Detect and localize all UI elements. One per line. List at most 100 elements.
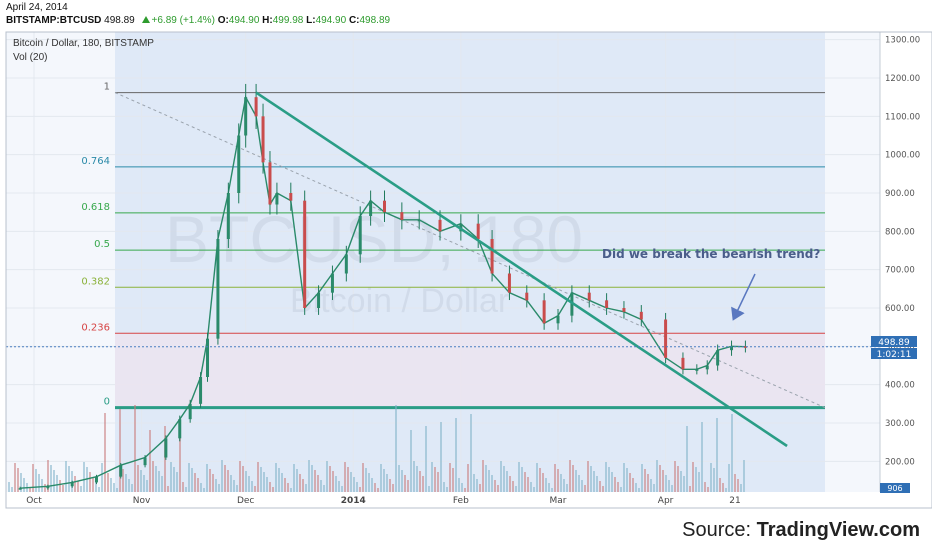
volume-bar (260, 467, 262, 492)
last-price: 498.89 (104, 15, 135, 26)
volume-bar (176, 472, 178, 492)
volume-bar (380, 464, 382, 492)
volume-bar (434, 467, 436, 492)
volume-bar (59, 480, 61, 492)
volume-bar (497, 485, 499, 492)
candle (94, 474, 98, 485)
open-value: 494.90 (228, 15, 260, 26)
volume-bar (707, 487, 709, 492)
pane-title: Bitcoin / Dollar, 180, BITSTAMP (13, 38, 154, 49)
candle (143, 455, 147, 468)
last-price-tag: 498.89 1:02:11 906 (871, 336, 917, 493)
time-tick-label: Nov (133, 496, 151, 506)
volume-bar (317, 475, 319, 492)
volume-bar (74, 476, 76, 492)
fib-levels: 0 0.236 0.382 0.5 0.618 0.764 1 (81, 82, 825, 410)
volume-bar (137, 465, 139, 492)
volume-bar (113, 483, 115, 492)
candle (237, 123, 241, 204)
candle (525, 285, 529, 308)
volume-bar (437, 472, 439, 492)
open-label: O: (217, 15, 229, 26)
price-tick-label: 1200.00 (885, 74, 920, 84)
volume-bar (368, 473, 370, 492)
volume-bar (704, 482, 706, 492)
source-brand: TradingView.com (756, 519, 920, 541)
volume-bar (413, 461, 415, 492)
volume-bar (395, 405, 397, 492)
volume-bar (530, 482, 532, 492)
volume-bar (575, 470, 577, 492)
volume-bar (392, 484, 394, 492)
volume-bar (347, 467, 349, 492)
volume-bar (641, 464, 643, 492)
annotation-arrow (731, 273, 756, 321)
volume-bar (716, 418, 718, 492)
volume-bar (680, 471, 682, 492)
volume-bar (728, 464, 730, 492)
volume-bar (509, 476, 511, 492)
volume-bar (611, 472, 613, 492)
volume-bar (710, 463, 712, 492)
fib-level-label: 0.236 (81, 322, 110, 333)
volume-bar (311, 465, 313, 492)
volume-bar (119, 409, 121, 492)
volume-bar (677, 466, 679, 492)
volume-bar (743, 460, 745, 492)
price-axis (880, 32, 932, 492)
volume-bar (647, 474, 649, 492)
price-tick-label: 900.00 (885, 189, 915, 199)
volume-bar (188, 463, 190, 492)
volume-bar (563, 479, 565, 492)
volume-bar (167, 486, 169, 492)
candle (178, 415, 182, 442)
volume-bar (503, 466, 505, 492)
volume-bar (134, 405, 136, 492)
volume-bar (8, 482, 10, 492)
volume-bar (461, 483, 463, 492)
time-axis: Oct Nov Dec 2014 Feb Mar Apr 21 (26, 496, 741, 506)
volume-bar (308, 460, 310, 492)
volume-bar (182, 482, 184, 492)
price-tick-label: 1300.00 (885, 36, 920, 46)
volume-bar (149, 430, 151, 492)
price-series (18, 83, 747, 490)
volume-bar (623, 463, 625, 492)
volume-bar (95, 482, 97, 492)
fib-band (115, 333, 825, 408)
price-tick-label: 700.00 (885, 266, 915, 276)
bearish-trendline[interactable] (255, 91, 788, 448)
volume-bar (356, 482, 358, 492)
volume-bar (419, 471, 421, 492)
volume-bar (185, 487, 187, 492)
volume-bar (422, 476, 424, 492)
volume-bar (722, 483, 724, 492)
fib-level-label: 0 (104, 397, 110, 408)
volume-bar (302, 479, 304, 492)
volume-bar (671, 485, 673, 492)
volume-bar (332, 471, 334, 492)
volume-bar (227, 470, 229, 492)
candle (664, 312, 668, 364)
volume-bar (248, 476, 250, 492)
candle (705, 360, 709, 375)
candle (622, 301, 626, 319)
volume-bar (143, 475, 145, 492)
volume-bar (512, 481, 514, 492)
volume-bar (80, 486, 82, 492)
candle (268, 151, 272, 215)
volume-bar (98, 487, 100, 492)
volume-bar (11, 487, 13, 492)
fib-level-label: 0.5 (94, 239, 110, 250)
volume-bar (464, 488, 466, 492)
candle (369, 190, 373, 226)
volume-bar (554, 464, 556, 492)
volume-bar (200, 483, 202, 492)
volume-bar (398, 465, 400, 492)
candle (46, 484, 50, 490)
volume-bar (287, 483, 289, 492)
volume-bar (236, 485, 238, 492)
volume-bar (605, 462, 607, 492)
volume-bar (218, 484, 220, 492)
